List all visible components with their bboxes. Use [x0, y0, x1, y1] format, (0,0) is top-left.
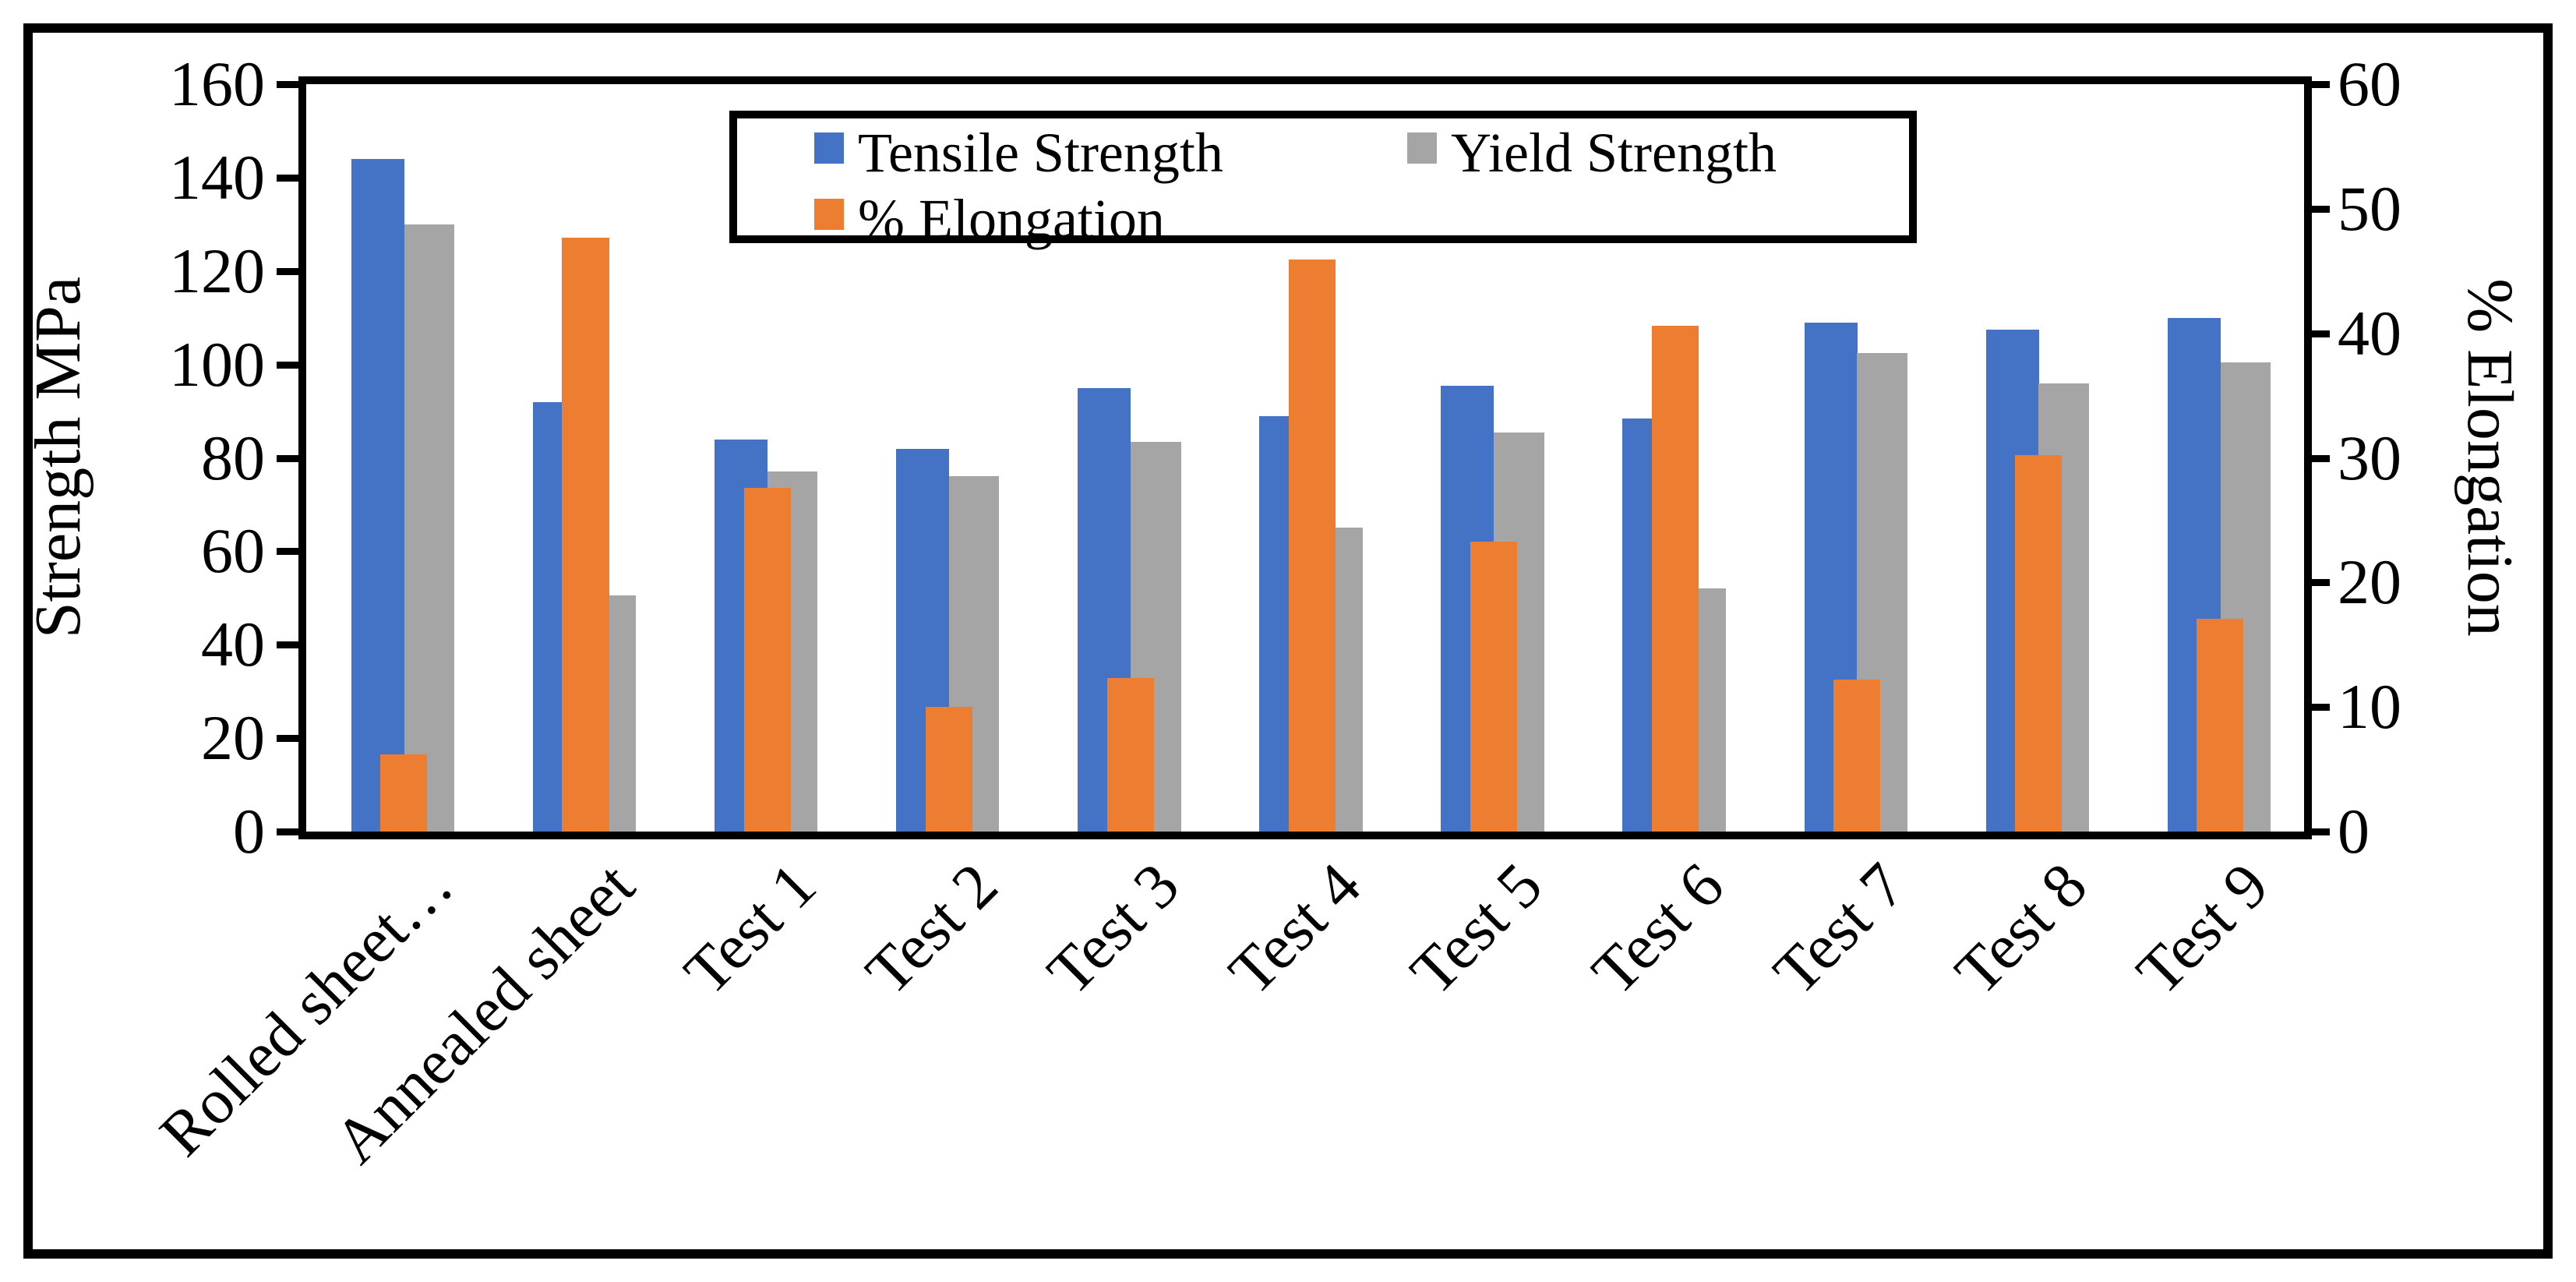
right-axis-label-50: 50: [2338, 172, 2401, 244]
left-axis-tick-40: [277, 641, 300, 649]
bar-elongation-test-2: [925, 707, 972, 832]
legend-label-tensile-strength: Tensile Strength: [858, 122, 1223, 184]
left-axis-label-60: 60: [201, 515, 265, 587]
bar-elongation-test-6: [1651, 326, 1699, 832]
bar-elongation-test-9: [2197, 618, 2244, 832]
left-axis-tick-100: [277, 361, 300, 369]
bar-group-test-6: [1578, 84, 1759, 832]
bar-elongation-annealed-sheet: [562, 237, 609, 832]
bar-group-test-8: [1941, 84, 2123, 832]
left-axis-tick-160: [277, 81, 300, 88]
bar-yield-strength-rolled-sheet: [404, 224, 455, 832]
legend: Tensile Strength Yield Strength % Elongati…: [729, 111, 1917, 249]
right-axis-tick-0: [2306, 828, 2330, 835]
bar-group-test-7: [1759, 84, 1941, 832]
left-axis-tick-140: [277, 174, 300, 182]
bar-elongation-rolled-sheet: [380, 754, 428, 832]
bar-group-test-3: [1032, 84, 1214, 832]
left-axis-label-140: 140: [169, 141, 265, 213]
bar-group-test-9: [2123, 84, 2304, 832]
legend-swatch-elongation: [814, 199, 844, 230]
bar-elongation-test-4: [1288, 260, 1336, 832]
bar-group-rolled-sheet: [306, 84, 488, 832]
bar-elongation-test-5: [1470, 541, 1517, 832]
right-axis-label-10: 10: [2338, 671, 2401, 743]
right-axis-label-60: 60: [2338, 48, 2401, 119]
right-axis-tick-60: [2306, 81, 2330, 88]
bar-elongation-test-7: [1833, 680, 1881, 832]
left-axis-tick-0: [277, 828, 300, 835]
left-axis-label-120: 120: [169, 235, 265, 306]
bar-elongation-test-1: [743, 487, 791, 832]
left-axis-label-160: 160: [169, 48, 265, 119]
legend-label-elongation: % Elongation: [858, 188, 1165, 250]
right-axis-tick-30: [2306, 454, 2330, 462]
left-axis-label-100: 100: [169, 328, 265, 400]
right-axis-label-0: 0: [2338, 796, 2370, 867]
legend-label-yield-strength: Yield Strength: [1451, 122, 1777, 184]
right-axis-label-40: 40: [2338, 297, 2401, 369]
legend-swatch-tensile-strength: [814, 132, 844, 164]
bar-elongation-test-3: [1106, 678, 1154, 832]
bar-group-test-2: [851, 84, 1032, 832]
right-axis-tick-20: [2306, 579, 2330, 587]
legend-swatch-yield-strength: [1407, 132, 1437, 164]
bar-elongation-test-8: [2015, 455, 2063, 832]
right-axis-tick-10: [2306, 704, 2330, 712]
left-axis-label-80: 80: [201, 422, 265, 493]
right-axis-tick-40: [2306, 330, 2330, 337]
left-axis-label-20: 20: [201, 702, 265, 774]
plot-area: [298, 76, 2312, 839]
bar-group-test-4: [1214, 84, 1396, 832]
left-axis-tick-120: [277, 267, 300, 275]
bar-group-test-1: [669, 84, 851, 832]
left-axis-label-40: 40: [201, 609, 265, 680]
left-axis-tick-80: [277, 454, 300, 462]
left-axis-tick-20: [277, 735, 300, 743]
bar-tensile-strength-rolled-sheet: [351, 158, 404, 832]
right-axis-label-20: 20: [2338, 546, 2401, 618]
figure-border: [23, 23, 2553, 1259]
bar-group-annealed-sheet: [488, 84, 669, 832]
right-axis-label-30: 30: [2338, 422, 2401, 493]
bar-group-test-5: [1396, 84, 1578, 832]
right-axis-tick-50: [2306, 205, 2330, 213]
left-axis-label-0: 0: [233, 796, 265, 867]
left-axis-tick-60: [277, 548, 300, 556]
